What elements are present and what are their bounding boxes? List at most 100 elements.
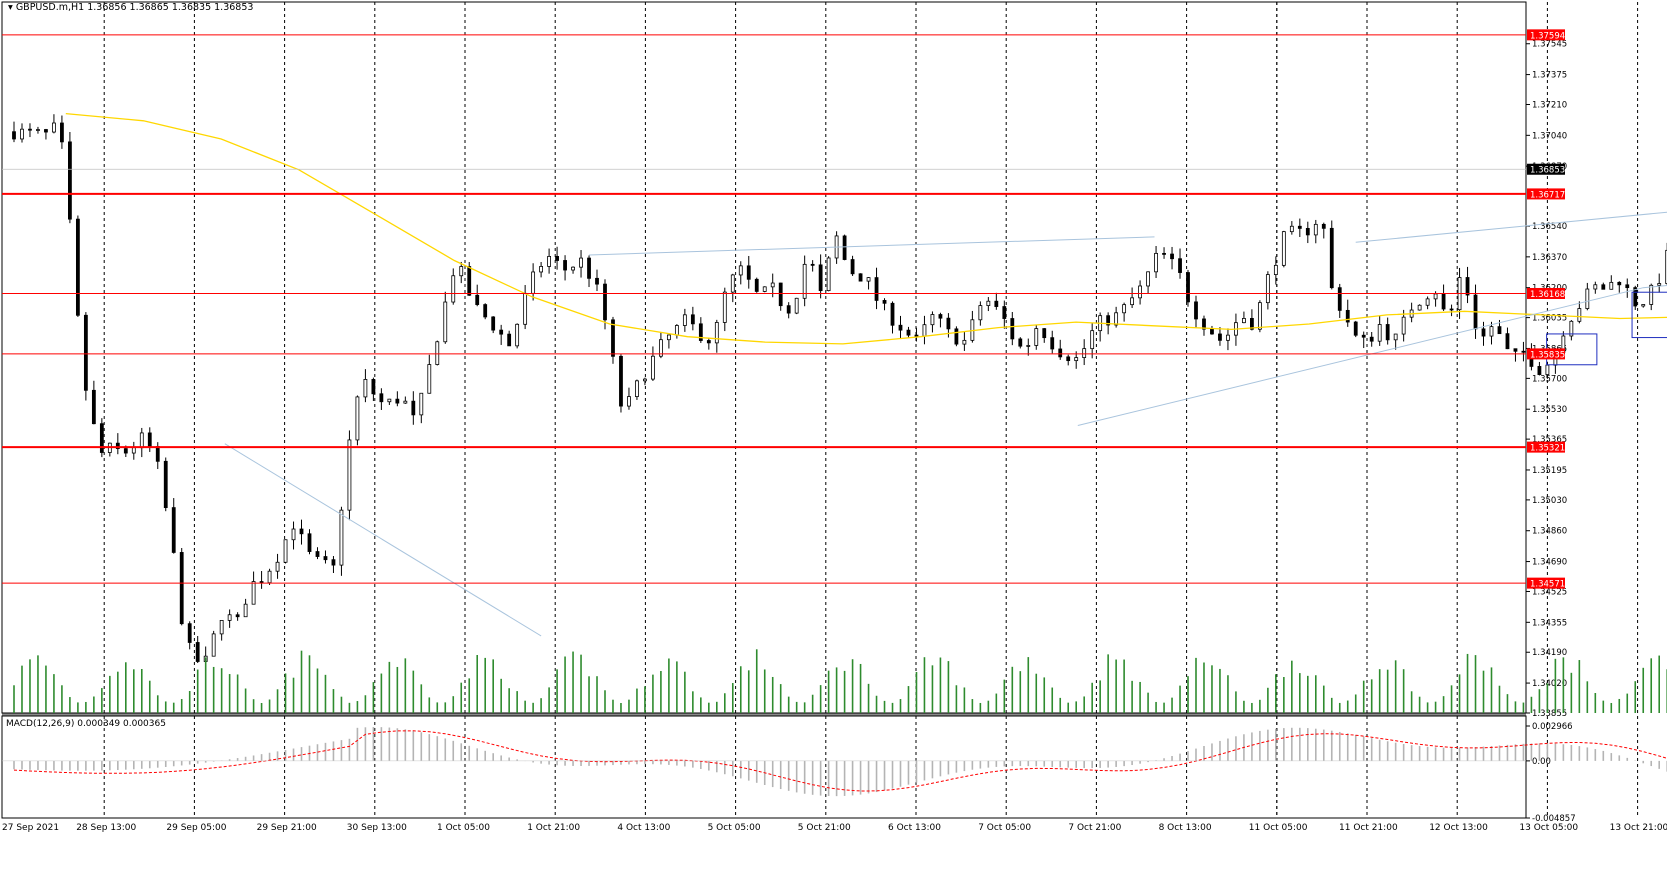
price-tick-label: 1.37545 xyxy=(1532,40,1567,50)
current-price-label: 1.36853 xyxy=(1530,166,1565,176)
candle-body xyxy=(1026,345,1031,347)
candle-body xyxy=(1002,306,1007,319)
candle-body xyxy=(355,396,360,441)
collapse-triangle-icon[interactable]: ▾ xyxy=(8,2,13,13)
candle-body xyxy=(1545,364,1550,375)
candle-body xyxy=(930,314,935,326)
candle-body xyxy=(1481,328,1486,337)
trendline xyxy=(588,236,1155,256)
candle-body xyxy=(171,507,176,553)
candle-body xyxy=(115,442,120,450)
candle-body xyxy=(211,633,216,657)
candle-body xyxy=(12,131,16,140)
time-tick-label: 7 Oct 05:00 xyxy=(978,823,1031,833)
candle-body xyxy=(651,355,655,380)
candle-body xyxy=(28,128,32,131)
candle-body xyxy=(722,291,727,323)
candle-body xyxy=(1441,293,1446,310)
candle-body xyxy=(323,556,328,561)
candle-body xyxy=(235,614,240,618)
candle-body xyxy=(419,392,424,416)
candle-body xyxy=(75,218,80,316)
candle-body xyxy=(68,141,72,220)
candle-body xyxy=(1114,312,1119,326)
candle-body xyxy=(1130,297,1135,306)
time-tick-label: 12 Oct 13:00 xyxy=(1429,823,1488,833)
candle-body xyxy=(427,364,432,394)
candle-body xyxy=(994,300,999,307)
candle-body xyxy=(1369,336,1374,342)
candle-body xyxy=(579,257,583,268)
candle-body xyxy=(1242,318,1246,324)
candle-body xyxy=(786,305,791,314)
candle-body xyxy=(1138,285,1142,299)
candle-body xyxy=(499,329,504,335)
time-tick-label: 1 Oct 05:00 xyxy=(437,823,490,833)
candle-body xyxy=(619,355,623,407)
macd-signal-line xyxy=(13,730,1667,792)
price-level-label-bg xyxy=(1527,287,1565,299)
candle-body xyxy=(1090,330,1095,350)
candle-body xyxy=(914,334,919,337)
candle-body xyxy=(690,314,695,325)
macd-tick-label: -0.004857 xyxy=(1532,814,1576,824)
candle-body xyxy=(1074,357,1079,362)
candle-body xyxy=(866,277,871,282)
candle-body xyxy=(1657,283,1662,286)
candle-body xyxy=(1353,321,1358,336)
current-price-label-bg xyxy=(1527,163,1565,175)
price-tick-label: 1.34355 xyxy=(1532,618,1567,628)
candle-body xyxy=(1641,304,1646,307)
candle-body xyxy=(1186,272,1190,303)
candle-body xyxy=(411,400,416,416)
candle-body xyxy=(1297,225,1302,229)
candle-body xyxy=(331,559,336,566)
trendline xyxy=(1077,284,1667,426)
candle-body xyxy=(1210,328,1214,335)
candle-body xyxy=(147,432,152,447)
candle-body xyxy=(730,274,735,293)
candle-body xyxy=(1265,274,1270,304)
candle-body xyxy=(778,282,783,307)
candle-body xyxy=(746,265,751,280)
candle-body xyxy=(842,235,847,260)
candle-body xyxy=(706,340,711,344)
price-level-label: 1.35321 xyxy=(1530,444,1565,454)
candle-body xyxy=(299,528,304,535)
time-tick-label: 6 Oct 13:00 xyxy=(888,823,941,833)
candle-body xyxy=(1146,271,1150,287)
zone-box xyxy=(1631,291,1667,339)
candle-body xyxy=(898,324,903,331)
candle-body xyxy=(483,304,488,318)
candle-body xyxy=(195,642,200,662)
candle-body xyxy=(267,570,272,584)
candle-body xyxy=(946,317,951,330)
candle-body xyxy=(339,509,344,566)
candle-body xyxy=(44,129,48,133)
macd-panel-frame xyxy=(1,715,1527,819)
candle-body xyxy=(643,378,647,382)
candle-body xyxy=(874,277,879,301)
candle-body xyxy=(1321,223,1326,229)
candle-body xyxy=(563,260,567,271)
time-tick-label: 29 Sep 21:00 xyxy=(257,823,317,833)
candle-body xyxy=(1577,308,1582,322)
candle-body xyxy=(1281,231,1286,266)
candle-body xyxy=(666,334,671,341)
candle-body xyxy=(1497,326,1502,335)
candle-body xyxy=(1593,284,1598,290)
price-tick-label: 1.34690 xyxy=(1532,558,1567,568)
time-tick-label: 8 Oct 13:00 xyxy=(1159,823,1212,833)
candle-body xyxy=(1569,320,1574,337)
candle-body xyxy=(1393,333,1398,341)
price-tick-label: 1.35530 xyxy=(1532,405,1567,415)
candle-body xyxy=(954,328,959,345)
candle-body xyxy=(1273,264,1278,276)
candle-body xyxy=(1537,366,1542,375)
price-level-label: 1.35835 xyxy=(1530,350,1565,360)
price-panel-frame xyxy=(1,1,1527,714)
candle-body xyxy=(1609,281,1614,290)
price-level-label: 1.37594 xyxy=(1530,31,1565,41)
candle-body xyxy=(1401,316,1406,335)
